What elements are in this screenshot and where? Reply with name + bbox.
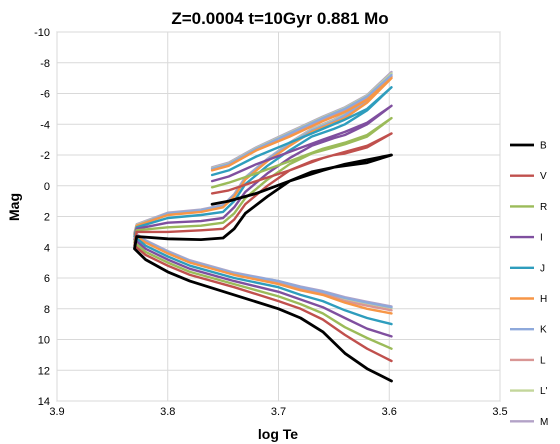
- y-tick-label: 4: [44, 242, 50, 254]
- y-tick-label: 12: [38, 365, 50, 377]
- y-tick-label: 0: [44, 181, 50, 193]
- legend-label-j: J: [540, 263, 545, 274]
- y-tick-label: -4: [40, 119, 50, 131]
- series-line-j: [133, 86, 393, 326]
- x-tick-label: 3.5: [492, 406, 507, 418]
- plot-area: [56, 31, 501, 402]
- legend-label-l: L: [540, 355, 546, 366]
- legend-label-h: H: [540, 294, 547, 305]
- y-tick-label: 10: [38, 335, 50, 347]
- series-line-b: [133, 153, 393, 383]
- y-tick-label: -8: [40, 58, 50, 70]
- legend-label-i: I: [540, 233, 543, 244]
- legend-label-v: V: [540, 171, 547, 182]
- series-line-i: [133, 104, 393, 338]
- x-tick-label: 3.7: [271, 406, 286, 418]
- x-tick-label: 3.6: [382, 406, 397, 418]
- x-tick-labels: 3.9 3.8 3.7 3.6 3.5: [49, 406, 507, 418]
- y-tick-label: -6: [40, 89, 50, 101]
- series-line-h: [133, 76, 393, 315]
- chart-title: Z=0.0004 t=10Gyr 0.881 Mo: [171, 9, 388, 28]
- series-line-v: [133, 132, 393, 363]
- legend-label-l-prime: L': [540, 386, 548, 397]
- x-tick-label: 3.9: [49, 406, 64, 418]
- legend-label-b: B: [540, 141, 547, 152]
- y-tick-label: 6: [44, 273, 50, 285]
- legend: B V R I J H K L L' M: [510, 141, 548, 428]
- legend-label-r: R: [540, 202, 547, 213]
- legend-label-m: M: [540, 417, 548, 428]
- y-axis-title: Mag: [6, 193, 22, 221]
- x-axis-title: log Te: [258, 426, 298, 442]
- y-tick-label: 14: [38, 396, 50, 408]
- y-tick-labels: -10 -8 -6 -4 -2 0 2 4 6 8 10 12 14: [34, 27, 50, 408]
- legend-label-k: K: [540, 325, 547, 336]
- y-tick-label: 2: [44, 212, 50, 224]
- series-line-r: [133, 116, 393, 350]
- series-lines: [133, 70, 393, 383]
- y-tick-label: -2: [40, 150, 50, 162]
- x-tick-label: 3.8: [160, 406, 175, 418]
- y-tick-label: -10: [34, 27, 50, 39]
- y-tick-label: 8: [44, 304, 50, 316]
